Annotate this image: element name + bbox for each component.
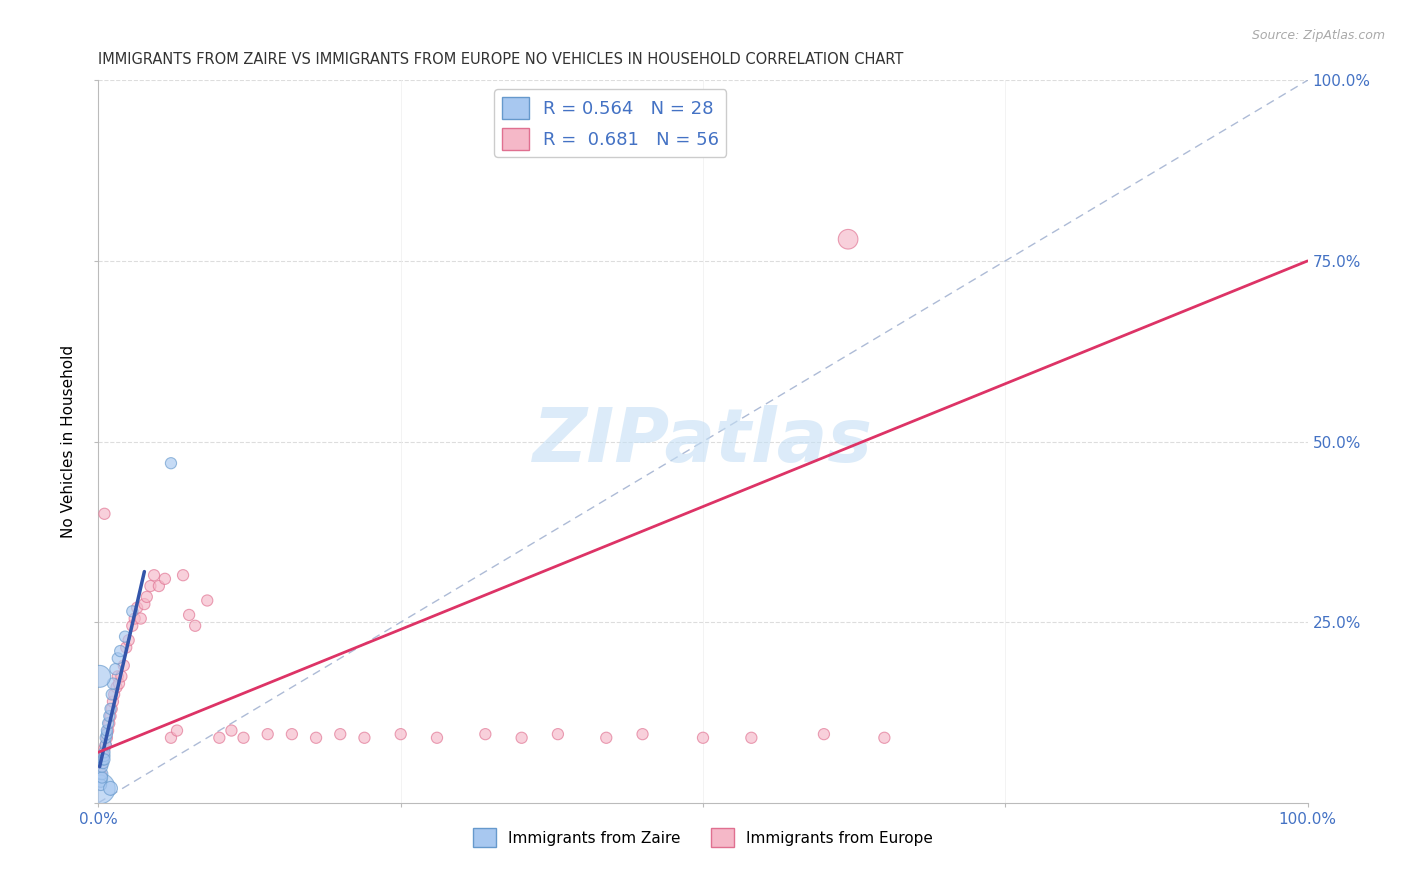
Point xyxy=(93,507,115,521)
Point xyxy=(91,748,114,763)
Point xyxy=(93,748,115,763)
Point xyxy=(166,723,188,738)
Point xyxy=(103,687,125,701)
Point xyxy=(135,590,157,604)
Point xyxy=(104,662,127,676)
Point xyxy=(139,579,162,593)
Point xyxy=(837,232,859,246)
Point xyxy=(90,774,112,789)
Point xyxy=(474,727,496,741)
Point xyxy=(108,644,131,658)
Point xyxy=(127,600,149,615)
Point xyxy=(221,723,243,738)
Point xyxy=(510,731,533,745)
Point xyxy=(107,669,129,683)
Point xyxy=(115,640,138,655)
Point xyxy=(96,731,118,745)
Point xyxy=(873,731,896,745)
Text: Source: ZipAtlas.com: Source: ZipAtlas.com xyxy=(1251,29,1385,42)
Point xyxy=(100,687,122,701)
Point xyxy=(94,731,117,745)
Point xyxy=(134,597,156,611)
Point xyxy=(256,727,278,741)
Point xyxy=(101,676,124,690)
Point xyxy=(89,781,111,796)
Point xyxy=(101,695,124,709)
Point xyxy=(94,738,117,752)
Point xyxy=(232,731,254,745)
Point xyxy=(184,619,207,633)
Point xyxy=(110,669,132,683)
Text: IMMIGRANTS FROM ZAIRE VS IMMIGRANTS FROM EUROPE NO VEHICLES IN HOUSEHOLD CORRELA: IMMIGRANTS FROM ZAIRE VS IMMIGRANTS FROM… xyxy=(98,52,904,67)
Point xyxy=(91,752,114,766)
Point xyxy=(118,633,141,648)
Point xyxy=(305,731,328,745)
Point xyxy=(112,658,135,673)
Point xyxy=(121,604,143,618)
Point xyxy=(91,756,114,770)
Point xyxy=(813,727,835,741)
Point xyxy=(100,702,122,716)
Point xyxy=(97,723,120,738)
Point xyxy=(91,771,114,785)
Point xyxy=(107,651,129,665)
Point xyxy=(90,778,112,792)
Point xyxy=(93,741,115,756)
Point xyxy=(89,669,111,683)
Point xyxy=(93,745,115,759)
Point xyxy=(93,752,115,766)
Point xyxy=(353,731,375,745)
Point xyxy=(281,727,304,741)
Point xyxy=(547,727,569,741)
Point xyxy=(595,731,617,745)
Point xyxy=(108,676,131,690)
Legend: Immigrants from Zaire, Immigrants from Europe: Immigrants from Zaire, Immigrants from E… xyxy=(467,822,939,853)
Point xyxy=(100,709,122,723)
Point xyxy=(172,568,194,582)
Point xyxy=(97,716,120,731)
Point xyxy=(91,760,114,774)
Point xyxy=(740,731,762,745)
Point xyxy=(114,630,136,644)
Y-axis label: No Vehicles in Household: No Vehicles in Household xyxy=(60,345,76,538)
Point xyxy=(153,572,176,586)
Point xyxy=(179,607,201,622)
Point xyxy=(90,767,112,781)
Text: ZIPatlas: ZIPatlas xyxy=(533,405,873,478)
Point xyxy=(96,727,118,741)
Point xyxy=(98,709,121,723)
Point xyxy=(121,619,143,633)
Point xyxy=(631,727,654,741)
Point xyxy=(329,727,352,741)
Point xyxy=(692,731,714,745)
Point xyxy=(100,781,122,796)
Point xyxy=(143,568,166,582)
Point xyxy=(91,756,114,770)
Point xyxy=(195,593,218,607)
Point xyxy=(105,680,128,694)
Point xyxy=(208,731,231,745)
Point xyxy=(124,611,146,625)
Point xyxy=(160,731,183,745)
Point xyxy=(96,723,118,738)
Point xyxy=(426,731,449,745)
Point xyxy=(91,767,114,781)
Point xyxy=(100,702,122,716)
Point xyxy=(94,738,117,752)
Point xyxy=(98,716,121,731)
Point xyxy=(129,611,152,625)
Point xyxy=(148,579,170,593)
Point xyxy=(389,727,412,741)
Point xyxy=(160,456,183,470)
